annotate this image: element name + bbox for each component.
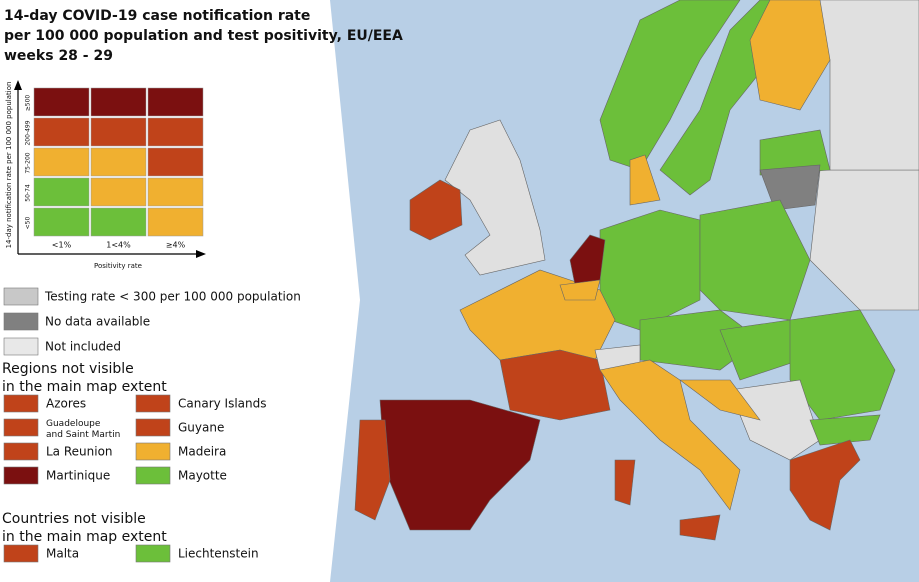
legend-label: Guadeloupe and Saint Martin (46, 419, 120, 440)
country (679, 514, 721, 541)
legend-label: Not included (45, 340, 121, 354)
matrix-cell (33, 117, 90, 147)
matrix-cell (33, 147, 90, 177)
row-label: ≥500 (25, 95, 32, 112)
matrix-cell (90, 177, 147, 207)
col-label: <1% (52, 241, 72, 250)
col-label: 1<4% (106, 241, 131, 250)
row-label: 75-200 (25, 152, 32, 173)
x-arrow (196, 250, 206, 258)
legend-label: Guyane (178, 421, 224, 435)
legend-label: Canary Islands (178, 397, 267, 411)
y-axis-label: 14-day notification rate per 100 000 pop… (5, 82, 13, 249)
country (789, 439, 861, 531)
legend-swatch (3, 312, 39, 331)
section-heading: in the main map extent (2, 529, 167, 545)
country (809, 414, 881, 446)
y-arrow (14, 80, 22, 90)
legend-swatch (135, 466, 171, 485)
country (614, 459, 636, 506)
legend-label: La Reunion (46, 445, 113, 459)
matrix-cell (147, 207, 204, 237)
country (409, 179, 463, 241)
country (354, 419, 391, 521)
country (599, 0, 741, 171)
legend-swatch (3, 394, 39, 413)
legend: 14-day COVID-19 case notification rate pe… (2, 8, 403, 563)
matrix-cell (33, 177, 90, 207)
country (569, 234, 606, 286)
legend-label: Mayotte (178, 469, 227, 483)
country (444, 119, 546, 276)
legend-swatch (3, 418, 39, 437)
matrix-cell (90, 147, 147, 177)
title: weeks 28 - 29 (4, 48, 113, 64)
legend-label: Testing rate < 300 per 100 000 populatio… (44, 290, 301, 304)
country (749, 0, 831, 111)
section-heading: Countries not visible (2, 511, 146, 527)
section-heading: in the main map extent (2, 379, 167, 395)
country (679, 379, 761, 421)
legend-swatch (3, 466, 39, 485)
legend-swatch (3, 442, 39, 461)
matrix-cell (147, 117, 204, 147)
legend-label: No data available (45, 315, 150, 329)
row-label: <50 (25, 216, 32, 229)
section-heading: Regions not visible (2, 361, 134, 377)
legend-swatch (135, 394, 171, 413)
legend-swatch (3, 544, 39, 563)
legend-label: Azores (46, 397, 86, 411)
matrix-cell (147, 87, 204, 117)
legend-swatch (3, 337, 39, 356)
legend-label: Martinique (46, 469, 110, 483)
x-axis-label: Positivity rate (94, 262, 142, 270)
matrix-cell (90, 117, 147, 147)
row-label: 200-499 (25, 120, 32, 145)
country (559, 279, 601, 301)
matrix-cell (90, 87, 147, 117)
row-label: 50-74 (25, 184, 32, 202)
matrix-cell (90, 207, 147, 237)
legend-label: Madeira (178, 445, 226, 459)
country (629, 154, 661, 206)
country (499, 349, 611, 421)
matrix-cell (147, 147, 204, 177)
legend-label: Liechtenstein (178, 547, 259, 561)
country (379, 399, 541, 531)
country (759, 164, 821, 211)
map (354, 0, 919, 541)
country (759, 129, 831, 176)
legend-swatch (3, 287, 39, 306)
legend-swatch (135, 544, 171, 563)
matrix-cell (33, 87, 90, 117)
country (729, 379, 821, 461)
matrix-cell (147, 177, 204, 207)
matrix-cell (33, 207, 90, 237)
legend-label: Malta (46, 547, 79, 561)
col-label: ≥4% (166, 241, 186, 250)
country (599, 359, 741, 511)
legend-swatch (135, 442, 171, 461)
title: per 100 000 population and test positivi… (4, 28, 403, 44)
legend-swatch (135, 418, 171, 437)
title: 14-day COVID-19 case notification rate (4, 8, 310, 24)
country (789, 309, 896, 421)
